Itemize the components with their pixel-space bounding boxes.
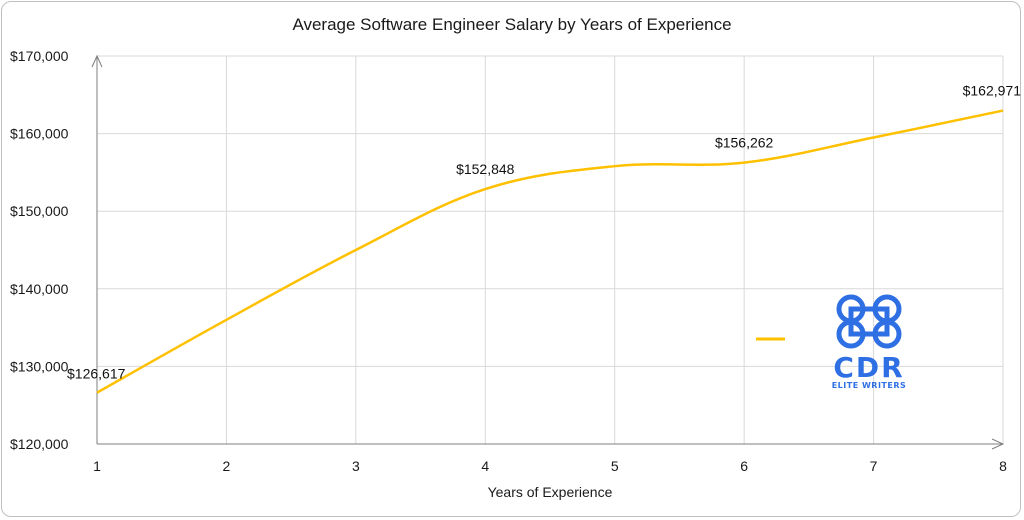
data-label: $156,262 [715, 135, 774, 151]
grid [97, 55, 1004, 444]
x-tick-label: 3 [352, 458, 360, 474]
watermark-subtext: ELITE WRITERS [832, 381, 907, 390]
data-labels: $126,617 $152,848 $156,262 $162,971 [67, 83, 1021, 382]
x-tick-label: 5 [611, 458, 619, 474]
y-tick-label: $140,000 [10, 281, 69, 297]
y-tick-label: $150,000 [10, 203, 69, 219]
x-tick-label: 7 [870, 458, 878, 474]
axes [91, 54, 1005, 450]
data-label: $162,971 [963, 83, 1022, 99]
data-point [354, 248, 358, 252]
series-line [96, 109, 1004, 394]
x-tick-label: 8 [999, 458, 1007, 474]
data-point [872, 135, 876, 139]
data-label: $152,848 [456, 161, 515, 177]
y-tick-label: $130,000 [10, 358, 69, 374]
watermark-logo: CDR ELITE WRITERS [832, 294, 907, 390]
x-axis-label: Years of Experience [488, 484, 613, 500]
series-layer [95, 109, 1005, 395]
cmd-clover-icon [836, 294, 902, 349]
data-point [742, 161, 746, 165]
x-axis-arrowhead [991, 438, 1005, 450]
x-tick-label: 1 [93, 458, 101, 474]
y-axis-arrowhead [91, 54, 103, 68]
data-point [224, 318, 228, 322]
y-tick-label: $160,000 [10, 126, 69, 142]
watermark-text: CDR [833, 351, 904, 384]
data-point [1001, 109, 1005, 113]
tick-labels: $120,000 $130,000 $140,000 $150,000 $160,000… [10, 48, 1007, 474]
y-tick-label: $120,000 [10, 436, 69, 452]
x-tick-label: 2 [223, 458, 231, 474]
y-tick-label: $170,000 [10, 48, 69, 64]
data-point [483, 187, 487, 191]
data-point [95, 391, 99, 395]
data-label: $126,617 [67, 366, 126, 382]
x-tick-label: 4 [481, 458, 489, 474]
data-point [613, 164, 617, 168]
chart-title: Average Software Engineer Salary by Year… [292, 15, 731, 34]
x-tick-label: 6 [740, 458, 748, 474]
